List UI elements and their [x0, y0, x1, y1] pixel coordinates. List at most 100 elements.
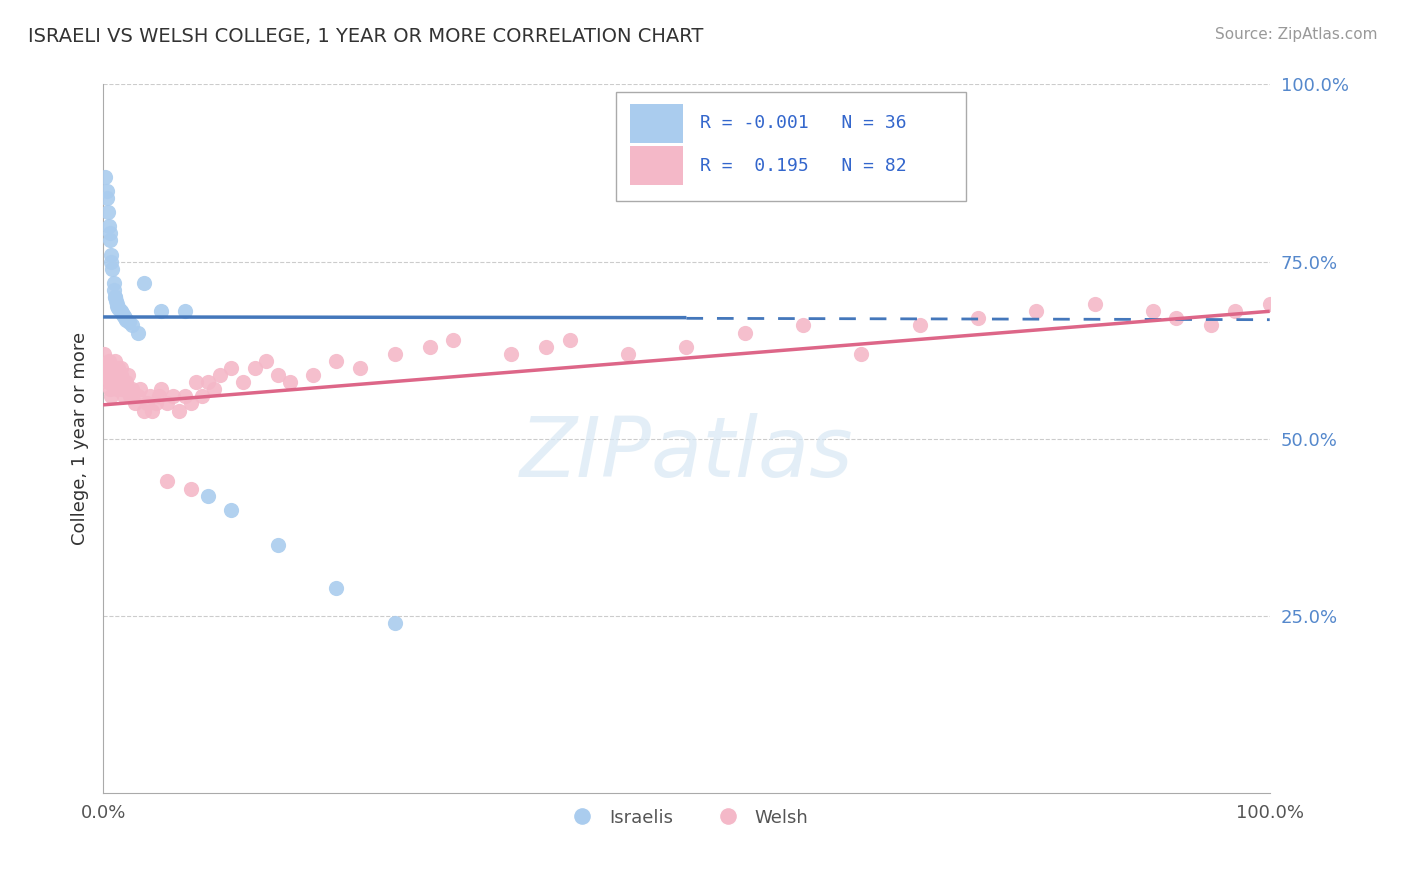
- Point: [104, 368, 127, 383]
- Point: [221, 503, 243, 517]
- Point: [98, 227, 121, 241]
- Point: [127, 389, 149, 403]
- Point: [221, 361, 243, 376]
- Point: [145, 396, 167, 410]
- FancyBboxPatch shape: [616, 92, 966, 202]
- Point: [114, 382, 136, 396]
- Point: [278, 375, 301, 389]
- Point: [167, 403, 190, 417]
- Point: [103, 361, 125, 376]
- Point: [97, 219, 120, 234]
- Point: [150, 382, 173, 396]
- Y-axis label: College, 1 year or more: College, 1 year or more: [72, 333, 89, 545]
- Point: [256, 354, 278, 368]
- Point: [111, 375, 134, 389]
- Point: [118, 382, 141, 396]
- Point: [325, 354, 347, 368]
- Bar: [630, 146, 683, 186]
- Point: [121, 382, 143, 396]
- Point: [100, 375, 122, 389]
- Point: [675, 340, 697, 354]
- Point: [110, 368, 132, 383]
- Point: [108, 302, 131, 317]
- Point: [97, 361, 120, 376]
- Point: [100, 254, 122, 268]
- Point: [117, 368, 139, 383]
- Point: [96, 184, 118, 198]
- Point: [180, 396, 202, 410]
- Point: [100, 247, 122, 261]
- Point: [112, 389, 135, 403]
- Point: [180, 482, 202, 496]
- Point: [96, 191, 118, 205]
- Point: [384, 616, 406, 631]
- Point: [98, 234, 121, 248]
- Point: [197, 489, 219, 503]
- Point: [501, 347, 523, 361]
- Point: [141, 403, 163, 417]
- Point: [197, 375, 219, 389]
- Text: ZIPatlas: ZIPatlas: [520, 413, 853, 493]
- Point: [129, 382, 152, 396]
- Point: [1166, 311, 1188, 326]
- Point: [103, 283, 125, 297]
- Point: [107, 361, 129, 376]
- Point: [105, 368, 128, 383]
- Point: [97, 375, 120, 389]
- Point: [202, 382, 225, 396]
- Point: [110, 361, 132, 376]
- Point: [98, 382, 121, 396]
- Point: [734, 326, 756, 340]
- Point: [132, 276, 155, 290]
- Point: [243, 361, 266, 376]
- Point: [100, 389, 122, 403]
- Point: [107, 301, 129, 315]
- Point: [104, 375, 127, 389]
- Point: [101, 375, 124, 389]
- Point: [94, 361, 117, 376]
- Point: [105, 382, 128, 396]
- Point: [302, 368, 325, 383]
- Point: [148, 389, 170, 403]
- Point: [349, 361, 371, 376]
- Point: [186, 375, 208, 389]
- Point: [851, 347, 873, 361]
- Point: [156, 396, 179, 410]
- Point: [124, 396, 146, 410]
- Point: [93, 347, 115, 361]
- Point: [150, 304, 173, 318]
- Text: R = -0.001   N = 36: R = -0.001 N = 36: [700, 114, 907, 132]
- Point: [111, 306, 134, 320]
- Point: [267, 538, 290, 552]
- Point: [97, 354, 120, 368]
- Point: [118, 389, 141, 403]
- Point: [232, 375, 254, 389]
- Point: [267, 368, 290, 383]
- Point: [967, 311, 990, 326]
- Point: [105, 297, 128, 311]
- Point: [173, 389, 195, 403]
- Point: [558, 333, 581, 347]
- Point: [1142, 304, 1164, 318]
- Point: [127, 326, 149, 340]
- Point: [136, 396, 159, 410]
- Point: [115, 313, 138, 327]
- Point: [1258, 297, 1281, 311]
- Point: [103, 276, 125, 290]
- Point: [617, 347, 640, 361]
- Point: [132, 403, 155, 417]
- Point: [111, 308, 134, 322]
- Point: [104, 354, 127, 368]
- Point: [536, 340, 558, 354]
- Point: [441, 333, 464, 347]
- Point: [94, 169, 117, 184]
- Point: [121, 318, 143, 333]
- Point: [96, 368, 118, 383]
- Point: [97, 205, 120, 219]
- Point: [104, 290, 127, 304]
- Point: [104, 290, 127, 304]
- Point: [101, 261, 124, 276]
- Point: [208, 368, 231, 383]
- Point: [384, 347, 406, 361]
- Point: [111, 382, 134, 396]
